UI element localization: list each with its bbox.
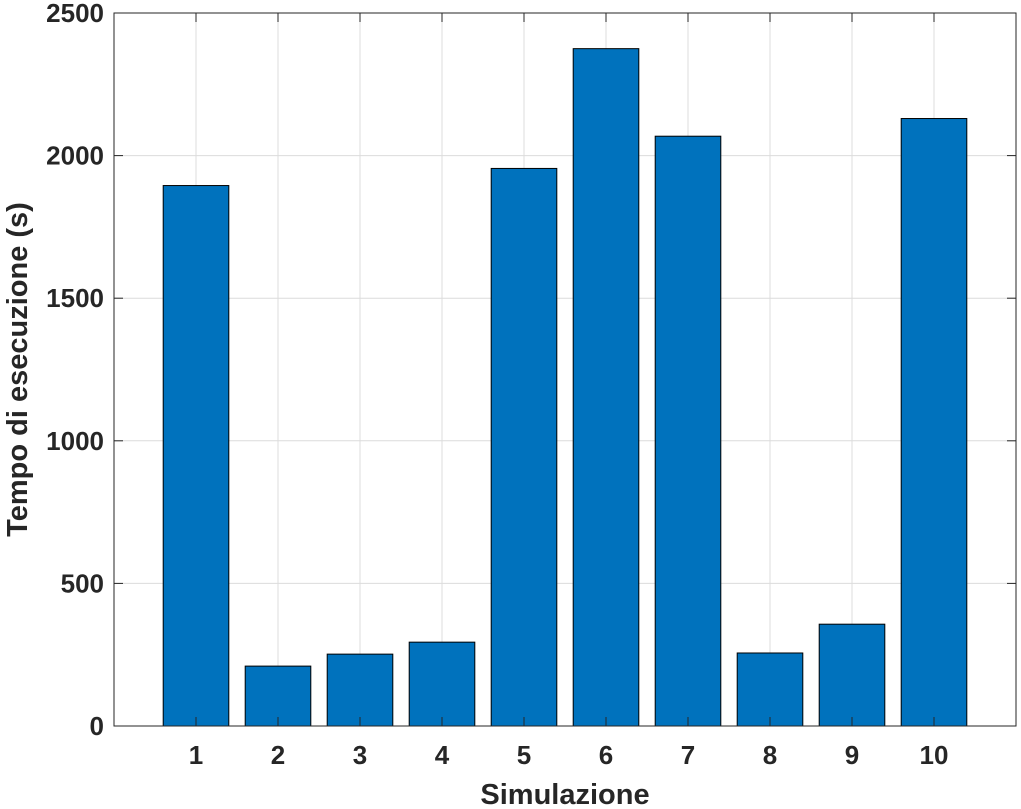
bar-10: [900, 118, 968, 727]
x-axis-label: Simulazione: [480, 779, 649, 809]
bars: [162, 48, 968, 727]
x-tick-label: 2: [271, 740, 285, 770]
x-tick-label: 3: [353, 740, 367, 770]
x-tick-label: 4: [435, 740, 450, 770]
x-tick-label: 1: [189, 740, 203, 770]
tick-labels: 1 2 3 4 5 6 7 8 9 10 0 500 1000 1500 2000 2500: [46, 0, 1016, 770]
y-tick-label: 2500: [46, 0, 104, 28]
bar-5: [490, 167, 558, 727]
y-tick-label: 1500: [46, 283, 104, 313]
bar-9: [818, 623, 886, 727]
y-tick-label: 0: [90, 711, 104, 741]
x-tick-label: 10: [920, 740, 949, 770]
bar-8: [736, 652, 804, 727]
x-tick-label: 7: [681, 740, 695, 770]
y-axis-label: Tempo di esecuzione (s): [2, 202, 34, 537]
bar-2: [244, 665, 312, 727]
bar-3: [326, 653, 394, 727]
x-tick-label: 6: [599, 740, 613, 770]
axes-box: [113, 12, 1017, 727]
bar-7: [654, 135, 722, 727]
y-tick-label: 500: [61, 568, 104, 598]
bar-6: [572, 48, 640, 727]
bar-1: [162, 185, 230, 727]
y-tick-label: 2000: [46, 141, 104, 171]
x-tick-label: 9: [845, 740, 859, 770]
x-tick-label: 5: [517, 740, 531, 770]
bar-4: [408, 641, 476, 727]
y-tick-label: 1000: [46, 426, 104, 456]
x-tick-label: 8: [763, 740, 777, 770]
